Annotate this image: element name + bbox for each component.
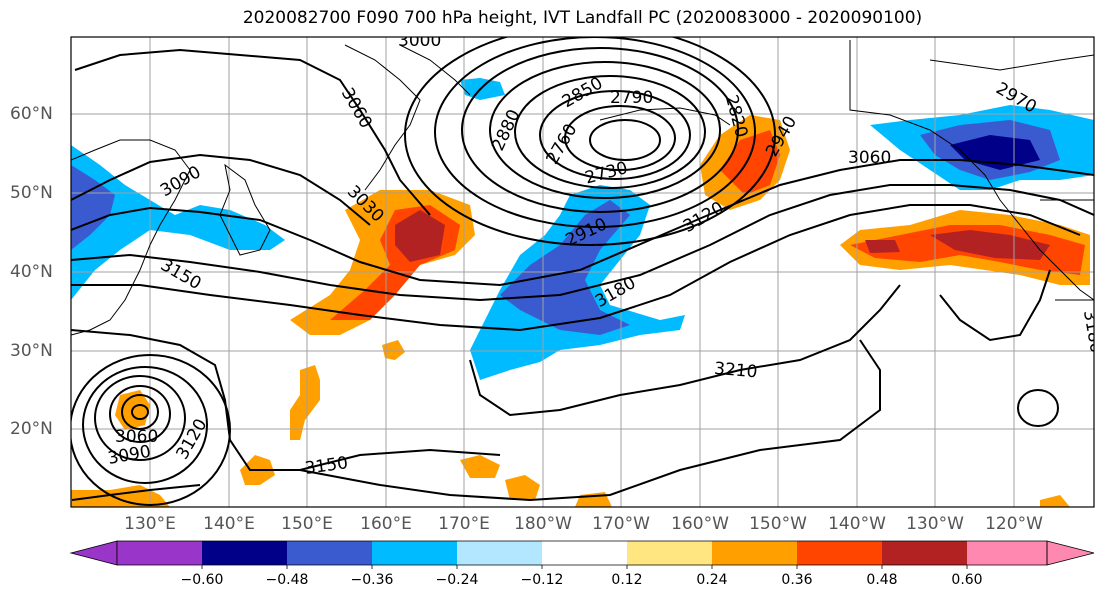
colorbar-segment — [712, 541, 797, 565]
lon-label: 170°W — [592, 514, 650, 534]
colorbar-extend-low — [69, 540, 118, 566]
lon-label: 130°E — [124, 514, 176, 534]
map-frame — [70, 36, 1095, 508]
lat-label: 20°N — [10, 419, 53, 439]
colorbar-tick-label: 0.48 — [866, 572, 898, 588]
contour-label: 2910 — [1090, 90, 1105, 133]
colorbar-segment — [542, 541, 627, 565]
colorbar-segment — [882, 541, 967, 565]
colorbar-tick-label: −0.12 — [520, 572, 564, 588]
colorbar-tick-label: −0.36 — [350, 572, 394, 588]
gridlines — [71, 37, 1094, 507]
lon-label: 170°E — [438, 514, 490, 534]
colorbar-segment — [202, 541, 287, 565]
lon-label: 130°W — [906, 514, 964, 534]
colorbar-segment — [287, 541, 372, 565]
map-title: 2020082700 F090 700 hPa height, IVT Land… — [242, 8, 923, 28]
colorbar-tick-label: 0.24 — [696, 572, 728, 588]
lat-label: 40°N — [10, 262, 53, 282]
lon-label: 180°W — [514, 514, 572, 534]
lat-label: 60°N — [10, 104, 53, 124]
contour-label: 3060 — [115, 427, 158, 447]
colorbar-tick-label: 0.36 — [781, 572, 813, 588]
negative-anomaly-west — [71, 145, 285, 300]
colorbar-segment — [627, 541, 712, 565]
colorbar-segment — [117, 541, 202, 565]
colorbar-segment — [457, 541, 542, 565]
colorbar-segment — [797, 541, 882, 565]
colorbar-tick-label: 0.60 — [951, 572, 983, 588]
lon-label: 120°W — [985, 514, 1043, 534]
height-contours — [71, 37, 1094, 506]
lon-label: 150°W — [749, 514, 807, 534]
coastlines — [71, 40, 1094, 336]
lat-label: 30°N — [10, 341, 53, 361]
contour-label: 3000 — [398, 31, 441, 51]
lon-label: 140°W — [828, 514, 886, 534]
lon-label: 160°E — [360, 514, 412, 534]
colorbar-tick-label: 0.12 — [611, 572, 643, 588]
lon-label: 160°W — [671, 514, 729, 534]
contour-label: 3060 — [848, 148, 891, 168]
lat-label: 50°N — [10, 183, 53, 203]
contour-label: 3210 — [713, 359, 758, 383]
lon-label: 150°E — [281, 514, 333, 534]
colorbar-tick-label: −0.24 — [435, 572, 479, 588]
colorbar-extend-high — [1046, 540, 1095, 566]
contour-label: 2790 — [610, 88, 653, 108]
lon-label: 140°E — [203, 514, 255, 534]
colorbar — [69, 540, 1095, 569]
colorbar-tick-label: −0.60 — [180, 572, 224, 588]
colorbar-tick-label: −0.48 — [265, 572, 309, 588]
colorbar-segment — [372, 541, 457, 565]
colorbar-segment — [967, 541, 1047, 565]
